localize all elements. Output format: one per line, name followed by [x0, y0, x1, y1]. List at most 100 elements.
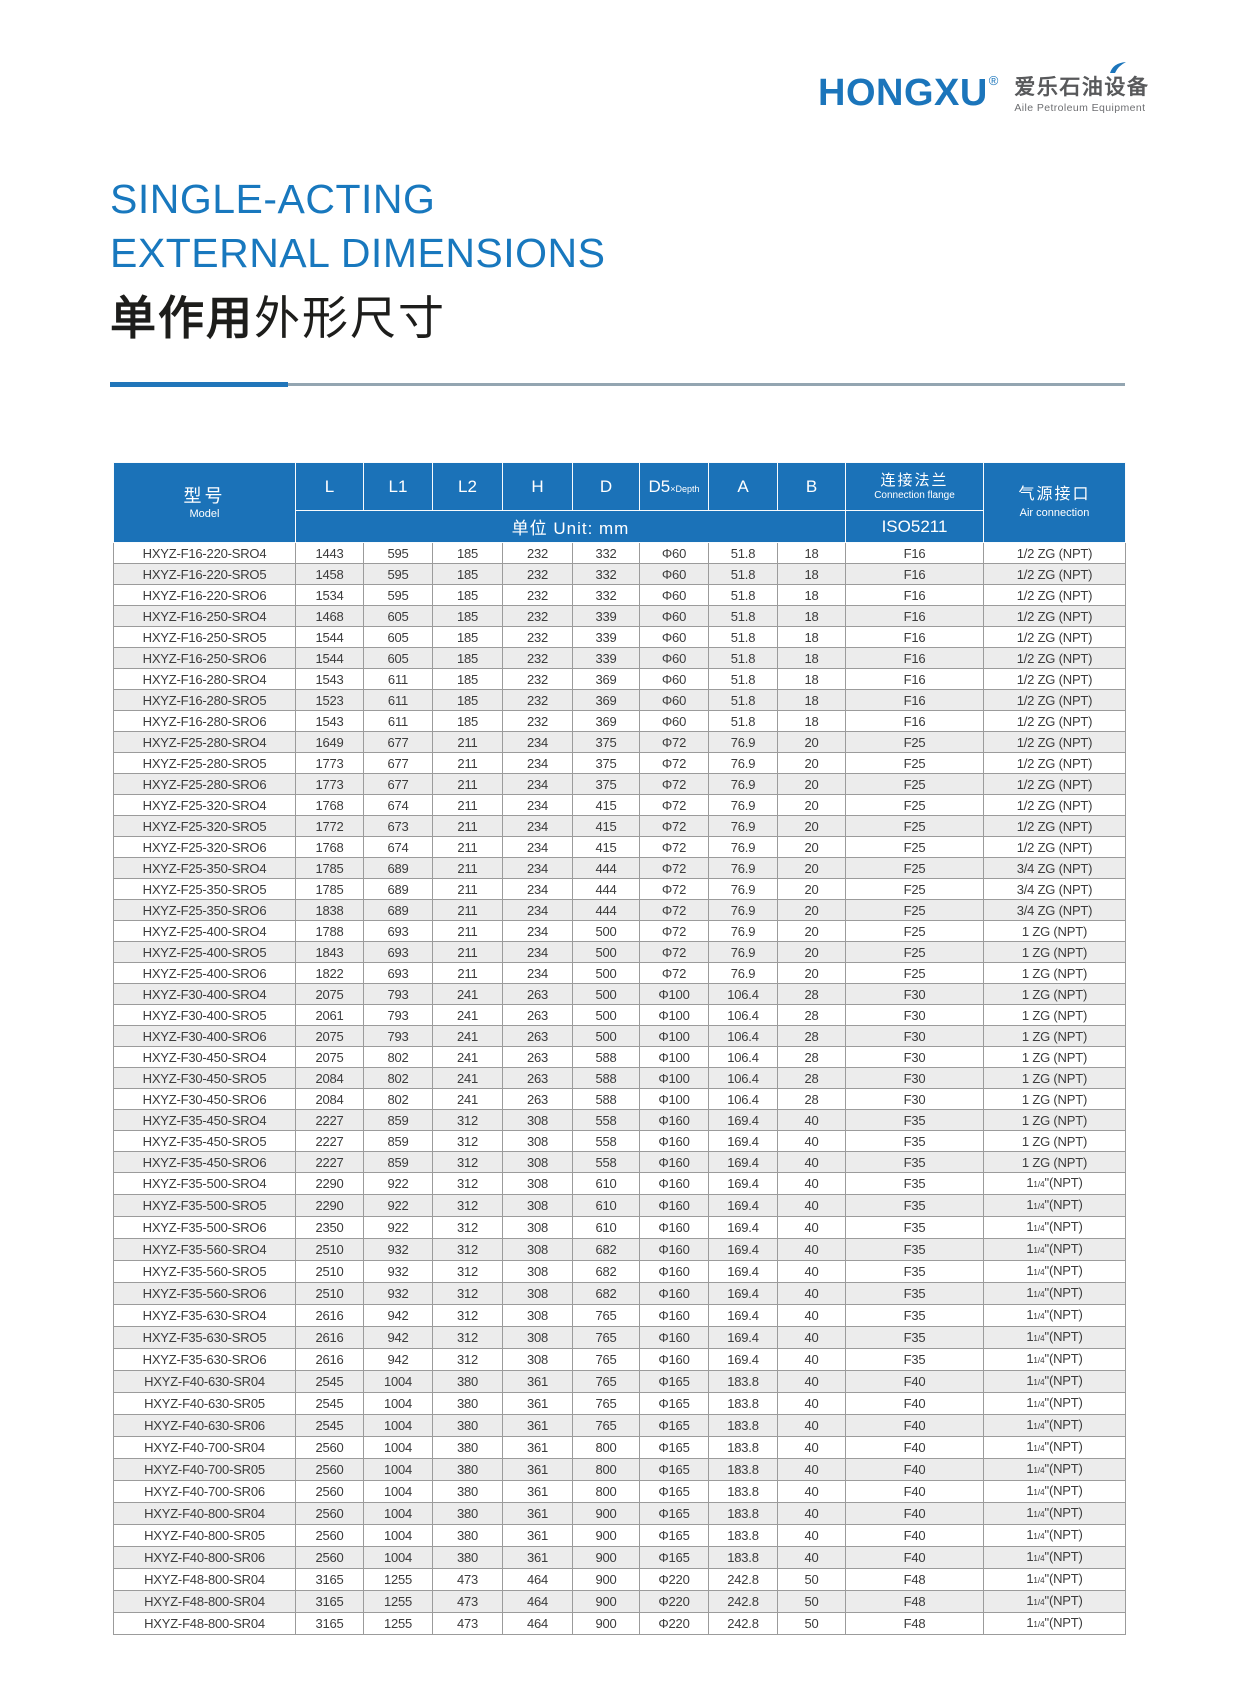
table-cell: F16 — [845, 668, 984, 690]
table-cell: 500 — [572, 962, 640, 984]
air-connection-cell: 1/2 ZG (NPT) — [983, 689, 1126, 711]
table-cell: 183.8 — [708, 1480, 778, 1503]
table-cell: 18 — [777, 542, 846, 564]
table-cell: 793 — [363, 983, 433, 1005]
table-row: HXYZ-F30-400-SRO6 2075 793 241 263 500 Φ100 106… — [113, 1025, 1126, 1047]
table-cell: 500 — [572, 983, 640, 1005]
table-cell: Φ165 — [639, 1414, 709, 1437]
table-cell: 588 — [572, 1088, 640, 1110]
table-cell: 183.8 — [708, 1414, 778, 1437]
model-cell: HXYZ-F40-700-SR06 — [113, 1480, 296, 1503]
table-row: HXYZ-F30-400-SRO5 2061 793 241 263 500 Φ100 106… — [113, 1004, 1126, 1026]
table-cell: 234 — [502, 920, 573, 942]
table-cell: 1543 — [295, 668, 364, 690]
air-connection-cell: 1 ZG (NPT) — [983, 1088, 1126, 1110]
table-cell: Φ160 — [639, 1130, 709, 1152]
air-connection-cell: 11/4"(NPT) — [983, 1436, 1126, 1459]
table-cell: 3165 — [295, 1568, 364, 1591]
table-cell: 50 — [777, 1590, 846, 1613]
table-cell: 263 — [502, 1046, 573, 1068]
table-row: HXYZ-F25-400-SRO4 1788 693 211 234 500 Φ72 76.9… — [113, 920, 1126, 942]
table-cell: 1768 — [295, 836, 364, 858]
table-cell: 308 — [502, 1216, 573, 1239]
table-row: HXYZ-F16-220-SRO6 1534 595 185 232 332 Φ60 51.8… — [113, 584, 1126, 606]
table-cell: 40 — [777, 1392, 846, 1415]
model-cell: HXYZ-F35-500-SRO5 — [113, 1194, 296, 1217]
table-row: HXYZ-F25-350-SRO5 1785 689 211 234 444 Φ72 76.9… — [113, 878, 1126, 900]
table-cell: 40 — [777, 1109, 846, 1131]
table-cell: 40 — [777, 1194, 846, 1217]
table-cell: F35 — [845, 1216, 984, 1239]
model-cell: HXYZ-F25-350-SRO5 — [113, 878, 296, 900]
table-cell: 20 — [777, 731, 846, 753]
table-cell: 464 — [502, 1590, 573, 1613]
table-cell: 361 — [502, 1546, 573, 1569]
table-row: HXYZ-F35-450-SRO5 2227 859 312 308 558 Φ160 169… — [113, 1130, 1126, 1152]
table-cell: F35 — [845, 1151, 984, 1173]
model-cell: HXYZ-F35-500-SRO6 — [113, 1216, 296, 1239]
air-connection-cell: 1 ZG (NPT) — [983, 1109, 1126, 1131]
table-row: HXYZ-F25-350-SRO4 1785 689 211 234 444 Φ72 76.9… — [113, 857, 1126, 879]
table-cell: F35 — [845, 1194, 984, 1217]
table-cell: 2560 — [295, 1546, 364, 1569]
table-cell: 234 — [502, 878, 573, 900]
table-cell: 610 — [572, 1216, 640, 1239]
table-row: HXYZ-F48-800-SR04 3165 1255 473 464 900 Φ220 24… — [113, 1568, 1126, 1591]
table-cell: 1649 — [295, 731, 364, 753]
table-cell: 308 — [502, 1260, 573, 1283]
table-cell: 234 — [502, 962, 573, 984]
table-cell: 169.4 — [708, 1216, 778, 1239]
table-cell: 339 — [572, 626, 640, 648]
table-cell: 169.4 — [708, 1348, 778, 1371]
table-cell: Φ160 — [639, 1151, 709, 1173]
table-cell: 1843 — [295, 941, 364, 963]
table-cell: 932 — [363, 1282, 433, 1305]
table-cell: 859 — [363, 1130, 433, 1152]
table-cell: 802 — [363, 1046, 433, 1068]
table-cell: 2290 — [295, 1194, 364, 1217]
dimensions-table: 型号 Model L L1 L2 H D D5×Depth A B 连接法兰 C… — [113, 462, 1126, 1635]
table-cell: 595 — [363, 563, 433, 585]
table-cell: 2560 — [295, 1502, 364, 1525]
table-cell: 1822 — [295, 962, 364, 984]
table-cell: 40 — [777, 1370, 846, 1393]
table-cell: 2545 — [295, 1392, 364, 1415]
table-cell: 183.8 — [708, 1436, 778, 1459]
table-cell: 232 — [502, 605, 573, 627]
table-cell: 211 — [432, 815, 503, 837]
model-cell: HXYZ-F35-630-SRO5 — [113, 1326, 296, 1349]
table-cell: 464 — [502, 1568, 573, 1591]
header-col-B: B — [777, 462, 846, 511]
table-cell: 415 — [572, 794, 640, 816]
model-cell: HXYZ-F35-500-SRO4 — [113, 1172, 296, 1195]
air-connection-cell: 11/4"(NPT) — [983, 1458, 1126, 1481]
table-cell: 1255 — [363, 1590, 433, 1613]
table-cell: 20 — [777, 836, 846, 858]
model-cell: HXYZ-F30-450-SRO6 — [113, 1088, 296, 1110]
table-cell: 369 — [572, 668, 640, 690]
model-cell: HXYZ-F40-800-SR06 — [113, 1546, 296, 1569]
table-cell: 380 — [432, 1392, 503, 1415]
table-cell: 361 — [502, 1370, 573, 1393]
table-cell: 2545 — [295, 1370, 364, 1393]
table-cell: 20 — [777, 857, 846, 879]
table-cell: 76.9 — [708, 815, 778, 837]
table-cell: 682 — [572, 1260, 640, 1283]
table-cell: 2075 — [295, 1025, 364, 1047]
model-cell: HXYZ-F25-320-SRO4 — [113, 794, 296, 816]
table-row: HXYZ-F25-280-SRO5 1773 677 211 234 375 Φ72 76.9… — [113, 752, 1126, 774]
table-cell: 211 — [432, 794, 503, 816]
table-cell: 211 — [432, 773, 503, 795]
table-cell: Φ165 — [639, 1502, 709, 1525]
table-cell: 308 — [502, 1172, 573, 1195]
table-row: HXYZ-F25-280-SRO6 1773 677 211 234 375 Φ72 76.9… — [113, 773, 1126, 795]
table-cell: Φ72 — [639, 836, 709, 858]
model-cell: HXYZ-F30-400-SRO6 — [113, 1025, 296, 1047]
table-cell: F16 — [845, 542, 984, 564]
table-cell: 375 — [572, 731, 640, 753]
table-cell: 308 — [502, 1282, 573, 1305]
table-row: HXYZ-F35-500-SRO6 2350 922 312 308 610 Φ160 169… — [113, 1216, 1126, 1239]
table-cell: 312 — [432, 1151, 503, 1173]
table-cell: 312 — [432, 1216, 503, 1239]
table-cell: 312 — [432, 1326, 503, 1349]
